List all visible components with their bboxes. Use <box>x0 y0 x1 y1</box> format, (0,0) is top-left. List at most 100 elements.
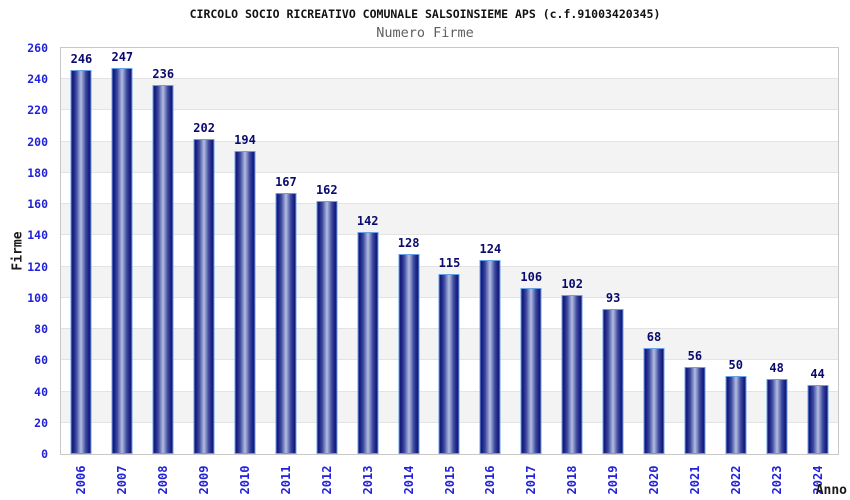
y-axis-tick-labels: 0 20 40 60 80 100 120 140 160 180 200 220 240 260 <box>0 42 54 460</box>
bar-slot: 162 <box>306 48 347 454</box>
y-tick-label: 260 <box>27 41 48 55</box>
bar <box>602 308 624 454</box>
bar-value-label: 68 <box>646 329 662 344</box>
chart-title: CIRCOLO SOCIO RICREATIVO COMUNALE SALSOI… <box>189 7 661 21</box>
x-tick-wrap: 2007 <box>112 461 132 499</box>
bar-slot: 167 <box>265 48 306 454</box>
bar-value-label: 124 <box>479 242 502 257</box>
bar-value-label: 102 <box>561 276 584 291</box>
y-tick-label: 200 <box>27 134 48 149</box>
gridline <box>61 171 838 173</box>
x-tick-wrap: 2018 <box>562 461 582 499</box>
bar-slot: 93 <box>593 48 634 454</box>
x-tick-label: 2021 <box>687 465 702 495</box>
x-tick-wrap: 2012 <box>317 461 337 499</box>
gridline <box>61 265 838 267</box>
bar-slot: 247 <box>102 48 143 454</box>
bar <box>70 69 92 454</box>
bar-slot: 50 <box>715 48 756 454</box>
bar-value-label: 246 <box>70 51 93 66</box>
x-tick-label: 2019 <box>606 465 621 495</box>
bar-slot: 106 <box>511 48 552 454</box>
x-tick-wrap: 2017 <box>521 461 541 499</box>
x-tick-label: 2023 <box>769 465 784 495</box>
bar-value-label: 236 <box>152 67 175 82</box>
bar-slot: 194 <box>225 48 266 454</box>
x-tick-label: 2012 <box>319 465 334 495</box>
x-tick-label: 2018 <box>565 465 580 495</box>
bar-slot: 48 <box>756 48 797 454</box>
bar <box>561 294 583 454</box>
bar-slot: 124 <box>470 48 511 454</box>
x-tick-wrap: 2015 <box>440 461 460 499</box>
y-tick-label: 60 <box>34 353 48 368</box>
x-tick-wrap: 2008 <box>153 461 173 499</box>
y-tick-label: 140 <box>27 228 48 243</box>
bar-value-label: 128 <box>397 236 420 251</box>
x-tick-label: 2011 <box>278 465 293 495</box>
bar <box>684 366 706 454</box>
gridline <box>61 109 838 111</box>
bar <box>398 254 420 454</box>
bar-value-label: 162 <box>315 183 338 198</box>
bar <box>725 375 747 454</box>
x-tick-wrap: 2006 <box>71 461 91 499</box>
x-tick-label: 2009 <box>197 465 212 495</box>
bar-value-label: 142 <box>356 214 379 229</box>
x-tick-label: 2016 <box>483 465 498 495</box>
bar-slot: 202 <box>184 48 225 454</box>
x-tick-wrap: 2011 <box>276 461 296 499</box>
bar <box>152 85 174 454</box>
bar-slot: 128 <box>388 48 429 454</box>
gridline <box>61 203 838 205</box>
x-tick-label: 2008 <box>156 465 171 495</box>
y-tick-label: 20 <box>34 415 48 430</box>
y-tick-label: 180 <box>27 165 48 180</box>
x-axis-tick-labels: 2006 2007 2008 2009 2010 2011 2012 2013 2014 2015… <box>60 456 839 500</box>
x-tick-label: 2017 <box>524 465 539 495</box>
bar-value-label: 50 <box>728 357 743 372</box>
x-tick-label: 2007 <box>115 465 130 495</box>
x-tick-label: 2014 <box>401 465 416 495</box>
bar-value-label: 194 <box>234 133 256 148</box>
gridline <box>61 78 838 80</box>
bar <box>357 232 379 454</box>
x-tick-wrap: 2009 <box>194 461 214 499</box>
background-band <box>61 79 838 111</box>
x-tick-wrap: 2016 <box>480 461 500 499</box>
bar-slot: 56 <box>674 48 715 454</box>
bar <box>520 288 542 454</box>
x-tick-wrap: 2021 <box>685 461 705 499</box>
bar-slot: 115 <box>429 48 470 454</box>
bar-slot: 44 <box>797 48 838 454</box>
bar-slot: 236 <box>143 48 184 454</box>
x-axis-title: Anno <box>815 483 847 498</box>
y-axis-title: Firme <box>10 231 26 271</box>
bar-value-label: 167 <box>275 175 297 190</box>
plot-area: 246 247 236 202 194 167 162 142 128 115 124 106 102 9… <box>60 47 839 455</box>
y-tick-label: 220 <box>27 103 48 118</box>
y-tick-label: 120 <box>27 259 48 274</box>
x-tick-label: 2013 <box>360 465 375 495</box>
bar-value-label: 106 <box>520 270 543 285</box>
bar-value-label: 44 <box>810 367 825 382</box>
y-tick-label: 160 <box>27 197 48 212</box>
y-axis-title-wrap: Firme <box>8 226 28 276</box>
y-tick-label: 80 <box>34 322 48 337</box>
bar-slot: 102 <box>552 48 593 454</box>
x-tick-wrap: 2022 <box>726 461 746 499</box>
y-tick-label: 40 <box>34 384 48 399</box>
y-tick-label: 0 <box>41 447 48 461</box>
chart-subtitle: Numero Firme <box>376 25 474 41</box>
gridline <box>61 140 838 142</box>
y-tick-label: 240 <box>27 72 48 87</box>
x-tick-wrap: 2020 <box>644 461 664 499</box>
bar-value-label: 247 <box>111 50 134 65</box>
x-tick-label: 2015 <box>442 465 457 495</box>
bar <box>111 68 133 454</box>
bar-slot: 68 <box>634 48 675 454</box>
bar <box>807 385 829 454</box>
bar <box>766 379 788 454</box>
x-tick-label: 2020 <box>646 465 661 495</box>
